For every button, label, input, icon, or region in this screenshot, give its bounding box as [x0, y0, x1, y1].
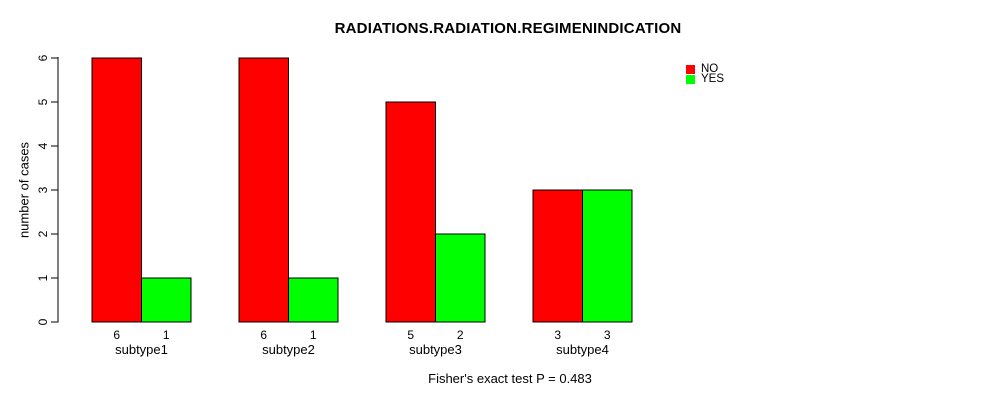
- bar-no-subtype4: [532, 189, 583, 323]
- legend-item-no: NO: [686, 63, 724, 76]
- bar-value-label: 3: [604, 328, 611, 342]
- y-tick-label: 2: [36, 230, 50, 237]
- legend: NO YES: [686, 63, 725, 86]
- bar-value-label: 1: [310, 328, 317, 342]
- bar-value-label: 1: [163, 328, 170, 342]
- legend-swatch-icon: [686, 74, 695, 84]
- legend-swatch-icon: [686, 64, 695, 74]
- y-tick-label: 0: [36, 318, 50, 325]
- bar-value-label: 3: [554, 328, 561, 342]
- bar-yes-subtype4: [582, 189, 633, 323]
- bar-value-label: 6: [260, 328, 267, 342]
- bar-no-subtype1: [91, 57, 142, 323]
- y-tick-label: 3: [36, 186, 50, 193]
- x-category-label: subtype4: [556, 342, 609, 357]
- x-category-label: subtype2: [262, 342, 315, 357]
- x-category-label: subtype1: [115, 342, 168, 357]
- chart-title: RADIATIONS.RADIATION.REGIMENINDICATION: [334, 20, 682, 37]
- y-tick-label: 5: [36, 98, 50, 105]
- x-category-label: subtype3: [409, 342, 462, 357]
- bar-value-label: 5: [407, 328, 414, 342]
- legend-item-yes: YES: [686, 73, 725, 86]
- bar-value-label: 6: [113, 328, 120, 342]
- y-tick-label: 6: [36, 54, 50, 61]
- y-tick-label: 1: [36, 274, 50, 281]
- bar-yes-subtype1: [141, 277, 192, 323]
- bar-yes-subtype3: [435, 233, 486, 323]
- bar-value-label: 2: [457, 328, 464, 342]
- legend-label: NO: [701, 63, 719, 76]
- legend-label: YES: [701, 73, 725, 86]
- bar-no-subtype2: [238, 57, 289, 323]
- bar-yes-subtype2: [288, 277, 339, 323]
- bar-no-subtype3: [385, 101, 436, 323]
- y-tick-label: 4: [36, 142, 50, 149]
- chart-footnote: Fisher's exact test P = 0.483: [428, 371, 592, 386]
